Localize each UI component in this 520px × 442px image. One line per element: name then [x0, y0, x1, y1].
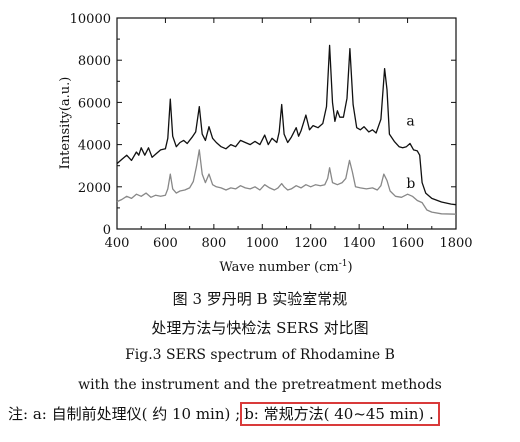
- caption-cn-line1: 图 3 罗丹明 B 实验室常规: [172, 290, 348, 308]
- x-tick-label: 400: [105, 236, 130, 251]
- x-axis-label-main: Wave number (cm: [219, 260, 338, 275]
- caption-cn-line2: 处理方法与快检法 SERS 对比图: [151, 319, 369, 337]
- sers-spectrum-chart: 400 600 800 1000 1200 1400 1600 1800 0 2000 4000 60…: [58, 12, 473, 275]
- series-line-b: [116, 149, 457, 215]
- x-tick-label: 1800: [439, 236, 472, 251]
- footnote-b-highlight: b: 常规方法( 40~45 min) .: [240, 402, 440, 426]
- plot-frame: [116, 17, 457, 230]
- x-axis-label-sup: -1: [339, 259, 348, 269]
- y-tick-label: 8000: [78, 54, 111, 69]
- x-tick-label: 1000: [246, 236, 279, 251]
- y-axis-label: Intensity(a.u.): [58, 77, 73, 170]
- series-annotation-b: b: [406, 176, 415, 192]
- caption-en-line1: Fig.3 SERS spectrum of Rhodamine B: [125, 347, 395, 363]
- x-tick-label: 600: [153, 236, 178, 251]
- x-tick-label: 800: [201, 236, 226, 251]
- y-tick-label: 10000: [70, 12, 111, 27]
- footnote-a: 注: a: 自制前处理仪( 约 10 min) ;: [8, 405, 241, 423]
- y-tick-label: 4000: [78, 139, 111, 154]
- y-tick-label: 0: [103, 223, 111, 238]
- footnote: 注: a: 自制前处理仪( 约 10 min) ; b: 常规方法( 40~45 …: [8, 402, 440, 426]
- x-tick-label: 1600: [391, 236, 424, 251]
- x-tick-label: 1200: [294, 236, 327, 251]
- annotation-layer: ab: [406, 114, 415, 192]
- caption-en-line2: with the instrument and the pretreatment…: [78, 377, 442, 393]
- axis-ticks: 400 600 800 1000 1200 1400 1600 1800 0 2000 4000 60…: [70, 12, 473, 251]
- y-tick-label: 6000: [78, 96, 111, 111]
- series-annotation-a: a: [406, 114, 414, 130]
- series-line-a: [116, 44, 457, 206]
- series-layer: [116, 44, 457, 215]
- x-axis-label: Wave number (cm-1): [219, 259, 352, 275]
- x-tick-label: 1400: [343, 236, 376, 251]
- y-tick-label: 2000: [78, 181, 111, 196]
- x-axis-label-end: ): [347, 260, 352, 275]
- plot-area: [116, 17, 457, 230]
